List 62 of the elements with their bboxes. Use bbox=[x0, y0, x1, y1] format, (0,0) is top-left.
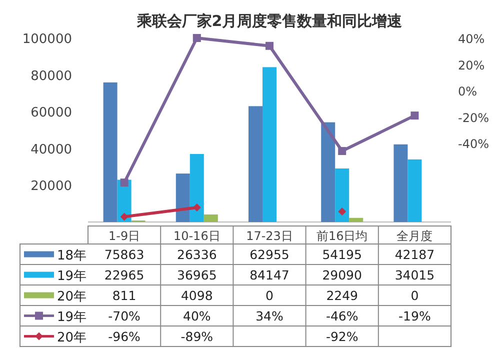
y2-tick-label: 0% bbox=[458, 84, 478, 99]
y-tick-label: 100000 bbox=[22, 32, 72, 47]
x-tick-label: 10-16日 bbox=[173, 229, 220, 243]
data-label: 40% bbox=[183, 308, 211, 324]
data-label: -92% bbox=[326, 329, 358, 344]
legend-label: 18年 bbox=[57, 248, 87, 264]
y-tick-label: 60000 bbox=[30, 106, 72, 121]
x-tick-label: 全月度 bbox=[396, 229, 433, 243]
data-label: 36965 bbox=[177, 268, 217, 282]
y2-tick-label: 40% bbox=[458, 32, 485, 46]
y-tick-label: 20000 bbox=[30, 179, 72, 194]
bar bbox=[262, 67, 276, 222]
point bbox=[410, 112, 419, 120]
bar bbox=[204, 214, 218, 222]
bar bbox=[408, 159, 422, 222]
bar bbox=[176, 174, 190, 222]
y2-tick-label: 20% bbox=[458, 58, 485, 72]
data-label: 0 bbox=[410, 288, 419, 303]
point bbox=[266, 42, 274, 50]
y2-tick-label: -40% bbox=[458, 137, 490, 152]
data-label: 22965 bbox=[104, 268, 144, 282]
data-label: 75863 bbox=[104, 247, 144, 262]
data-label: 34% bbox=[256, 308, 284, 324]
x-tick-label: 1-9日 bbox=[108, 229, 140, 243]
data-label: -19% bbox=[398, 308, 431, 324]
x-tick-label: 17-23日 bbox=[246, 229, 293, 243]
point bbox=[120, 178, 128, 187]
point bbox=[338, 207, 346, 216]
data-label: 29090 bbox=[322, 268, 362, 282]
legend-label: 20年 bbox=[57, 289, 87, 304]
legend-label: 20年 bbox=[57, 330, 87, 346]
bar bbox=[335, 168, 350, 222]
data-label: 4098 bbox=[180, 288, 213, 303]
legend-label: 19年 bbox=[57, 310, 87, 325]
data-label: 42187 bbox=[394, 247, 435, 262]
x-tick-label: 前16日均 bbox=[316, 229, 368, 243]
point bbox=[120, 212, 128, 221]
data-label: 2249 bbox=[326, 288, 358, 303]
legend-label: 19年 bbox=[57, 268, 87, 284]
data-label: -96% bbox=[108, 329, 141, 344]
data-label: 34015 bbox=[394, 268, 435, 282]
y2-tick-label: -20% bbox=[458, 110, 490, 125]
bar bbox=[103, 82, 118, 222]
data-label: 84147 bbox=[250, 268, 290, 282]
data-label: 62955 bbox=[250, 247, 290, 262]
data-label: 26336 bbox=[177, 247, 217, 262]
data-label: 0 bbox=[266, 288, 274, 303]
y-tick-label: 40000 bbox=[30, 142, 72, 158]
bar bbox=[394, 144, 408, 222]
bar bbox=[321, 122, 336, 222]
chart-title: 乘联会厂家2月周度零售数量和同比增速 bbox=[136, 12, 404, 30]
bar bbox=[190, 154, 204, 222]
y-tick-label: 80000 bbox=[30, 68, 72, 84]
point bbox=[192, 34, 201, 42]
data-label: -70% bbox=[108, 308, 141, 324]
bar bbox=[248, 106, 262, 222]
bar bbox=[349, 218, 364, 222]
data-label: -46% bbox=[326, 308, 358, 324]
point bbox=[338, 147, 346, 156]
data-label: 811 bbox=[112, 288, 136, 303]
data-label: -89% bbox=[180, 329, 214, 344]
data-label: 54195 bbox=[322, 247, 362, 262]
